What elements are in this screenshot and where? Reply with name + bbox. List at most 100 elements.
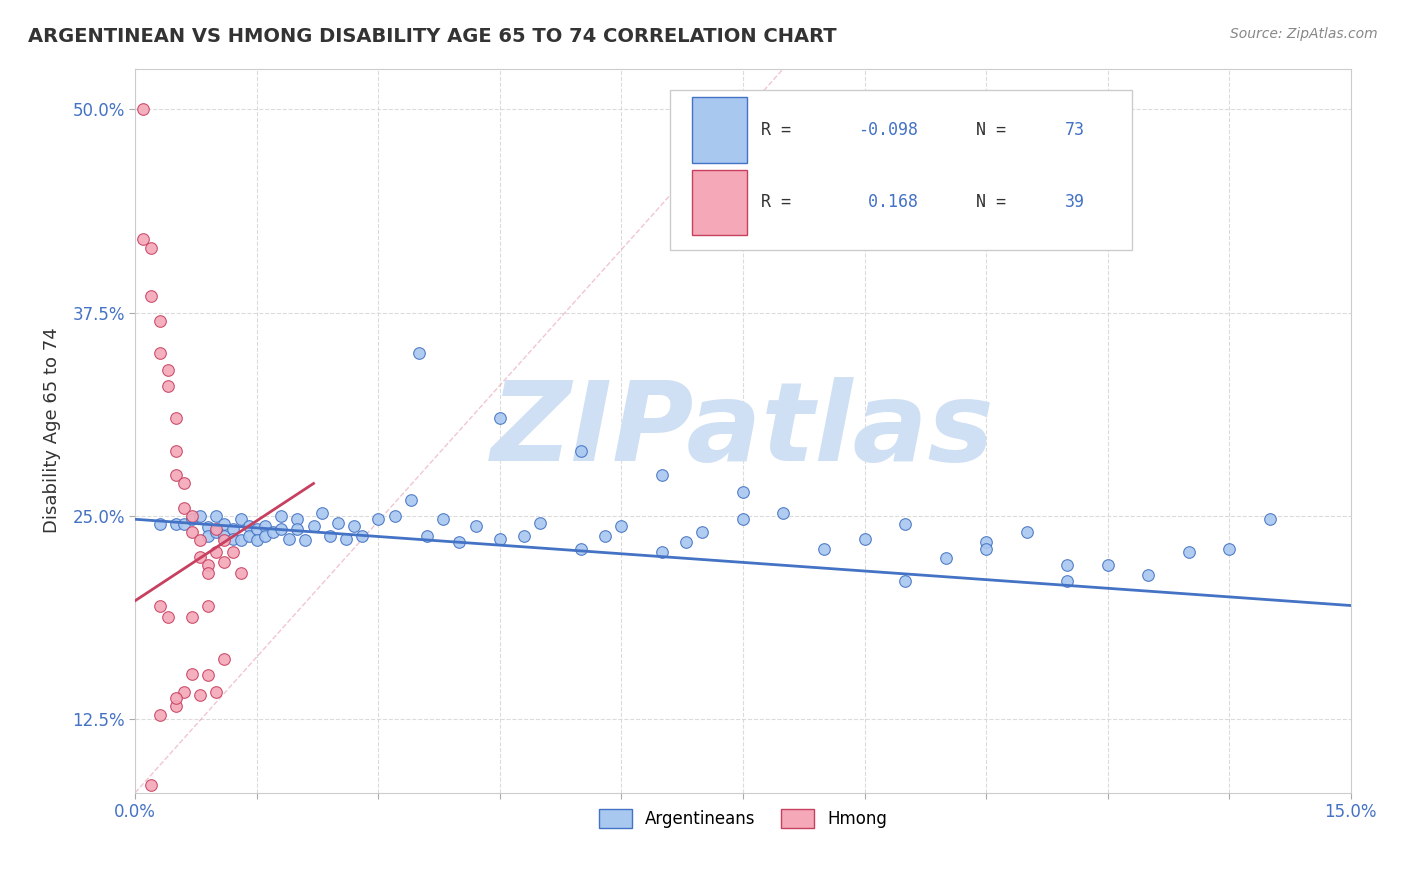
Point (205, 685, 228, 699)
Point (1097, 558, 1119, 572)
Point (731, 512, 754, 526)
Point (262, 525, 284, 540)
Point (335, 532, 357, 546)
Point (593, 528, 616, 542)
Point (132, 232, 155, 246)
Point (489, 411, 512, 425)
Text: Source: ZipAtlas.com: Source: ZipAtlas.com (1230, 27, 1378, 41)
Point (432, 512, 454, 526)
Point (449, 535, 471, 549)
Point (270, 508, 292, 523)
Point (181, 512, 204, 526)
Point (214, 555, 236, 569)
Point (675, 535, 697, 549)
Text: 0.168: 0.168 (859, 194, 918, 211)
Point (278, 532, 301, 546)
Point (141, 240, 163, 254)
Point (205, 508, 228, 523)
Text: 39: 39 (1066, 194, 1085, 211)
Point (513, 528, 536, 542)
Point (165, 517, 187, 532)
Point (246, 522, 269, 536)
Point (651, 468, 673, 483)
Point (188, 533, 211, 548)
Point (214, 652, 236, 666)
Point (188, 508, 211, 523)
Point (253, 518, 276, 533)
Point (156, 379, 179, 393)
Point (464, 518, 486, 533)
Point (173, 500, 195, 515)
Text: N =: N = (956, 121, 1015, 139)
Point (197, 566, 219, 580)
Point (772, 506, 794, 520)
Legend: Argentineans, Hmong: Argentineans, Hmong (592, 803, 894, 835)
Point (238, 528, 260, 542)
Point (165, 699, 187, 714)
Point (188, 688, 211, 702)
Point (141, 778, 163, 792)
Point (214, 533, 236, 548)
Point (229, 533, 252, 548)
Point (1015, 525, 1038, 540)
Point (205, 545, 228, 559)
Point (974, 535, 997, 549)
Point (197, 558, 219, 572)
Point (367, 512, 389, 526)
Point (692, 525, 714, 540)
Point (149, 517, 172, 532)
Point (173, 517, 195, 532)
Text: N =: N = (956, 194, 1015, 211)
Point (181, 508, 204, 523)
Point (270, 522, 292, 536)
Point (974, 541, 997, 556)
Point (188, 549, 211, 564)
Point (285, 512, 308, 526)
Point (156, 362, 179, 376)
Point (197, 599, 219, 613)
Point (165, 444, 187, 458)
Point (1218, 541, 1240, 556)
FancyBboxPatch shape (692, 97, 747, 162)
Point (352, 528, 374, 542)
Point (935, 551, 957, 566)
Text: 73: 73 (1066, 121, 1085, 139)
Point (181, 525, 204, 540)
Point (1056, 574, 1078, 588)
Point (813, 541, 835, 556)
Point (1137, 567, 1160, 582)
Point (853, 532, 876, 546)
Point (246, 533, 269, 548)
Point (302, 518, 325, 533)
Point (238, 518, 260, 533)
Point (197, 668, 219, 682)
Point (1056, 558, 1078, 572)
Point (399, 492, 422, 507)
Point (651, 545, 673, 559)
Point (197, 520, 219, 534)
Point (149, 346, 172, 360)
Point (173, 685, 195, 699)
Point (149, 314, 172, 328)
Point (229, 566, 252, 580)
Point (229, 512, 252, 526)
Point (894, 574, 917, 588)
Point (529, 516, 551, 530)
Point (1177, 545, 1199, 559)
Point (149, 707, 172, 722)
FancyBboxPatch shape (692, 169, 747, 235)
Point (221, 522, 243, 536)
Y-axis label: Disability Age 65 to 74: Disability Age 65 to 74 (44, 327, 60, 533)
Point (384, 508, 406, 523)
Point (294, 533, 316, 548)
Point (569, 541, 592, 556)
Point (610, 518, 633, 533)
Point (319, 528, 342, 542)
Text: -0.098: -0.098 (859, 121, 918, 139)
Point (489, 532, 512, 546)
Point (181, 610, 204, 624)
Point (141, 289, 163, 303)
Point (149, 599, 172, 613)
Point (205, 522, 228, 536)
Point (214, 528, 236, 542)
